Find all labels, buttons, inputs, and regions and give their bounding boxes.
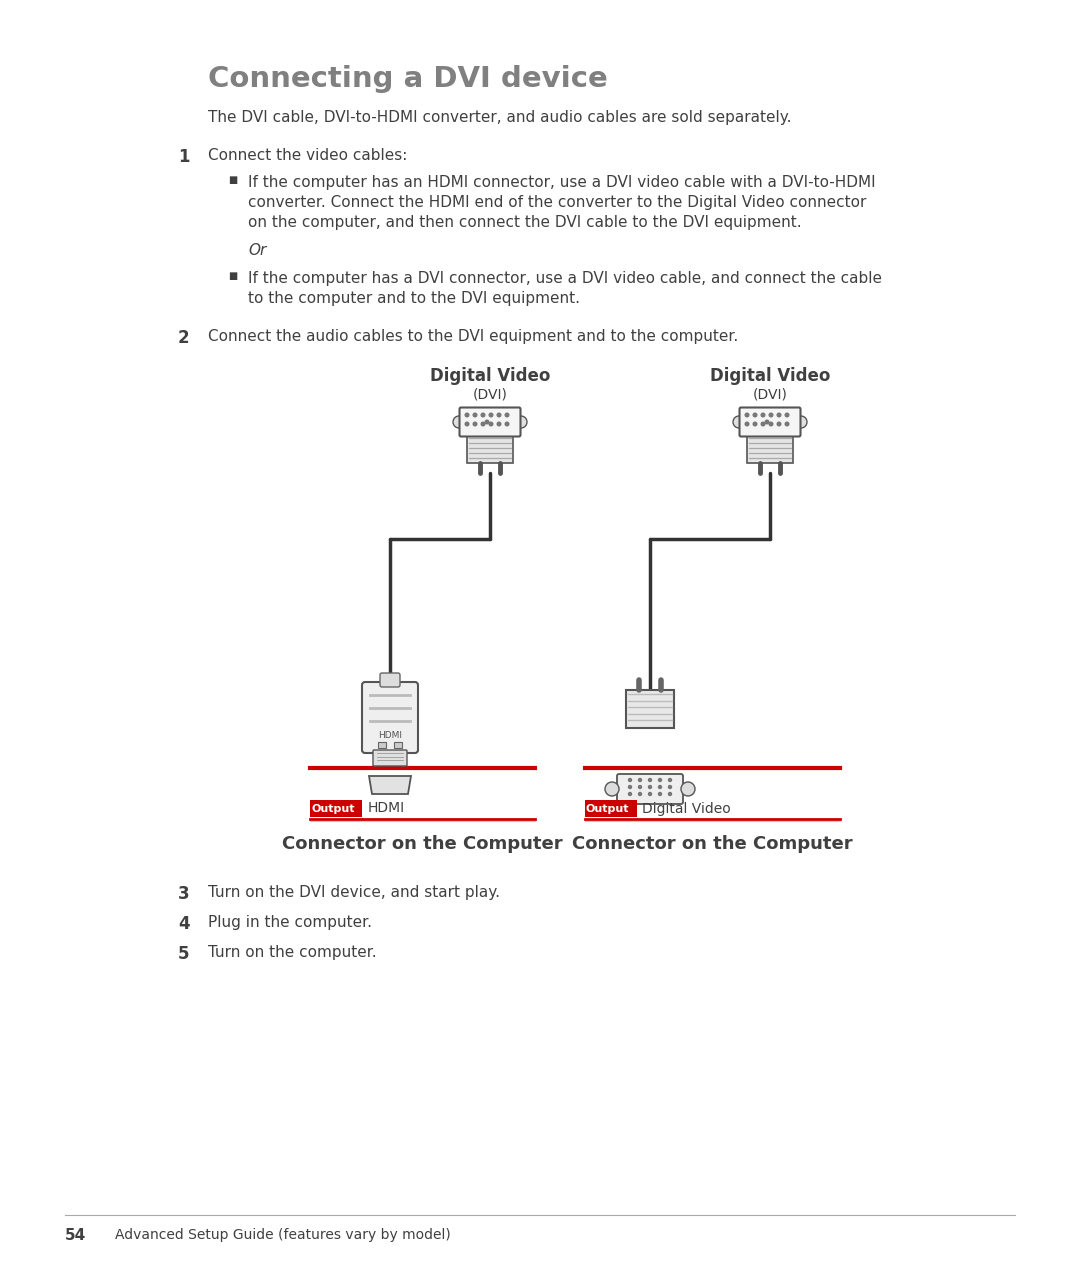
Text: 3: 3: [178, 885, 190, 903]
Circle shape: [485, 420, 489, 424]
FancyBboxPatch shape: [380, 673, 400, 687]
Text: Advanced Setup Guide (features vary by model): Advanced Setup Guide (features vary by m…: [114, 1228, 450, 1242]
Circle shape: [659, 786, 661, 789]
Circle shape: [669, 792, 672, 795]
Circle shape: [482, 422, 485, 425]
Text: Connecting a DVI device: Connecting a DVI device: [208, 65, 608, 93]
Circle shape: [515, 417, 527, 428]
FancyBboxPatch shape: [459, 408, 521, 437]
Circle shape: [465, 413, 469, 417]
Circle shape: [638, 779, 642, 781]
Circle shape: [489, 413, 492, 417]
Circle shape: [761, 422, 765, 425]
Circle shape: [605, 782, 619, 796]
Circle shape: [733, 417, 745, 428]
Circle shape: [769, 413, 773, 417]
Text: Connect the audio cables to the DVI equipment and to the computer.: Connect the audio cables to the DVI equi…: [208, 329, 739, 344]
Circle shape: [473, 413, 476, 417]
Circle shape: [669, 779, 672, 781]
Circle shape: [785, 413, 788, 417]
Circle shape: [473, 422, 476, 425]
Text: ■: ■: [228, 175, 238, 185]
Text: HDMI: HDMI: [368, 801, 405, 815]
Text: If the computer has a DVI connector, use a DVI video cable, and connect the cabl: If the computer has a DVI connector, use…: [248, 271, 882, 286]
Text: If the computer has an HDMI connector, use a DVI video cable with a DVI-to-HDMI: If the computer has an HDMI connector, u…: [248, 175, 876, 190]
Circle shape: [629, 792, 632, 795]
Text: ■: ■: [228, 271, 238, 281]
Circle shape: [465, 422, 469, 425]
Circle shape: [681, 782, 696, 796]
Circle shape: [505, 422, 509, 425]
Circle shape: [669, 786, 672, 789]
Text: Connector on the Computer: Connector on the Computer: [571, 834, 852, 853]
Circle shape: [753, 413, 757, 417]
Circle shape: [629, 786, 632, 789]
Circle shape: [497, 422, 501, 425]
FancyBboxPatch shape: [740, 408, 800, 437]
Text: Or: Or: [248, 243, 267, 258]
Text: Turn on the computer.: Turn on the computer.: [208, 945, 377, 960]
Circle shape: [778, 422, 781, 425]
Text: 1: 1: [178, 149, 189, 166]
Circle shape: [505, 413, 509, 417]
Circle shape: [497, 413, 501, 417]
Circle shape: [638, 792, 642, 795]
Text: HDMI: HDMI: [378, 732, 402, 740]
Text: Turn on the DVI device, and start play.: Turn on the DVI device, and start play.: [208, 885, 500, 900]
Circle shape: [795, 417, 807, 428]
Bar: [467, 436, 513, 464]
Circle shape: [785, 422, 788, 425]
Circle shape: [766, 420, 769, 424]
Circle shape: [489, 422, 492, 425]
Text: converter. Connect the HDMI end of the converter to the Digital Video connector: converter. Connect the HDMI end of the c…: [248, 196, 866, 210]
Text: 2: 2: [178, 329, 190, 347]
Text: Digital Video: Digital Video: [642, 801, 731, 815]
Circle shape: [778, 413, 781, 417]
Text: Connect the video cables:: Connect the video cables:: [208, 149, 407, 163]
Text: (DVI): (DVI): [753, 387, 787, 401]
Text: Connector on the Computer: Connector on the Computer: [282, 834, 563, 853]
Circle shape: [659, 792, 661, 795]
Circle shape: [648, 792, 651, 795]
Circle shape: [638, 786, 642, 789]
Text: Output: Output: [311, 804, 354, 814]
Circle shape: [745, 422, 748, 425]
Text: The DVI cable, DVI-to-HDMI converter, and audio cables are sold separately.: The DVI cable, DVI-to-HDMI converter, an…: [208, 110, 792, 124]
Bar: [747, 436, 793, 464]
Bar: [378, 742, 386, 748]
Circle shape: [648, 786, 651, 789]
Circle shape: [753, 422, 757, 425]
Circle shape: [761, 413, 765, 417]
FancyBboxPatch shape: [310, 800, 362, 817]
Circle shape: [629, 779, 632, 781]
Text: Digital Video: Digital Video: [430, 367, 550, 385]
Circle shape: [769, 422, 773, 425]
Circle shape: [453, 417, 465, 428]
Bar: [394, 742, 402, 748]
Text: 5: 5: [178, 945, 189, 963]
Circle shape: [648, 779, 651, 781]
Circle shape: [482, 413, 485, 417]
FancyBboxPatch shape: [585, 800, 637, 817]
Text: (DVI): (DVI): [473, 387, 508, 401]
FancyBboxPatch shape: [617, 773, 683, 804]
Text: Digital Video: Digital Video: [710, 367, 831, 385]
Text: on the computer, and then connect the DVI cable to the DVI equipment.: on the computer, and then connect the DV…: [248, 215, 801, 230]
Bar: [626, 690, 674, 728]
Text: to the computer and to the DVI equipment.: to the computer and to the DVI equipment…: [248, 291, 580, 306]
Text: 54: 54: [65, 1228, 86, 1243]
FancyBboxPatch shape: [373, 751, 407, 766]
Circle shape: [659, 779, 661, 781]
Polygon shape: [369, 776, 411, 794]
Circle shape: [745, 413, 748, 417]
FancyBboxPatch shape: [362, 682, 418, 753]
Text: Plug in the computer.: Plug in the computer.: [208, 914, 372, 930]
Text: Output: Output: [586, 804, 630, 814]
Text: 4: 4: [178, 914, 190, 933]
